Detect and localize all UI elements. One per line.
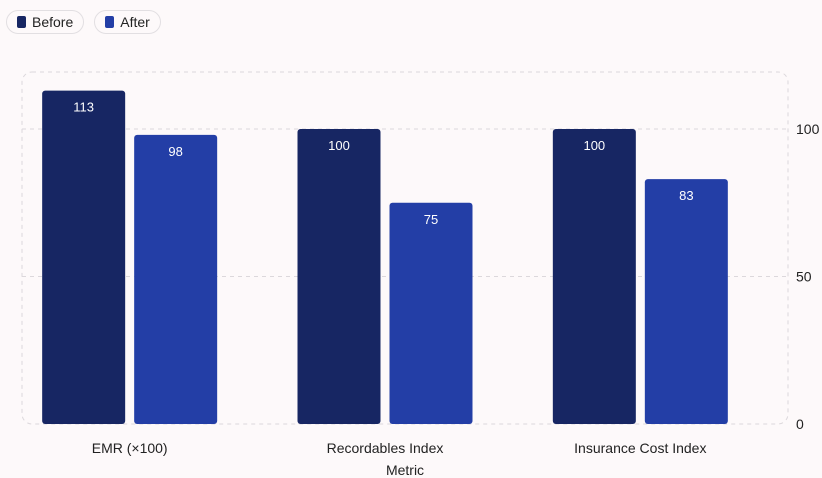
bar-value-label: 83 — [679, 188, 693, 203]
bar-value-label: 113 — [73, 100, 94, 115]
bars: 113 98 100 75 100 83 — [42, 90, 728, 425]
y-tick-label: 0 — [796, 416, 804, 432]
y-tick-label: 50 — [796, 269, 812, 285]
bar-after-0[interactable] — [134, 134, 218, 424]
legend-swatch-before — [17, 16, 26, 28]
bar-value-label: 100 — [583, 138, 605, 153]
bar-value-label: 98 — [168, 144, 182, 159]
x-axis-ticks: EMR (×100) Recordables Index Insurance Cos… — [92, 440, 707, 456]
bar-after-1[interactable] — [389, 202, 473, 424]
x-tick-label: EMR (×100) — [92, 440, 168, 456]
bar-before-1[interactable] — [297, 129, 381, 424]
legend-item-before[interactable]: Before — [6, 10, 85, 34]
legend-label-after: After — [120, 14, 150, 30]
bar-before-2[interactable] — [552, 129, 636, 424]
bar-value-label: 100 — [328, 138, 350, 153]
bar-after-2[interactable] — [644, 179, 728, 424]
bar-before-0[interactable] — [42, 90, 126, 425]
x-axis-title: Metric — [386, 462, 424, 478]
legend-swatch-after — [105, 16, 115, 28]
bar-value-label: 75 — [424, 212, 438, 227]
x-tick-label: Insurance Cost Index — [574, 440, 706, 456]
legend-item-after[interactable]: After — [94, 10, 161, 34]
y-tick-label: 100 — [796, 121, 820, 137]
legend-label-before: Before — [32, 14, 74, 30]
y-axis-ticks: 0 50 100 — [796, 121, 820, 432]
legend: Before After — [6, 10, 161, 34]
x-tick-label: Recordables Index — [327, 440, 444, 456]
